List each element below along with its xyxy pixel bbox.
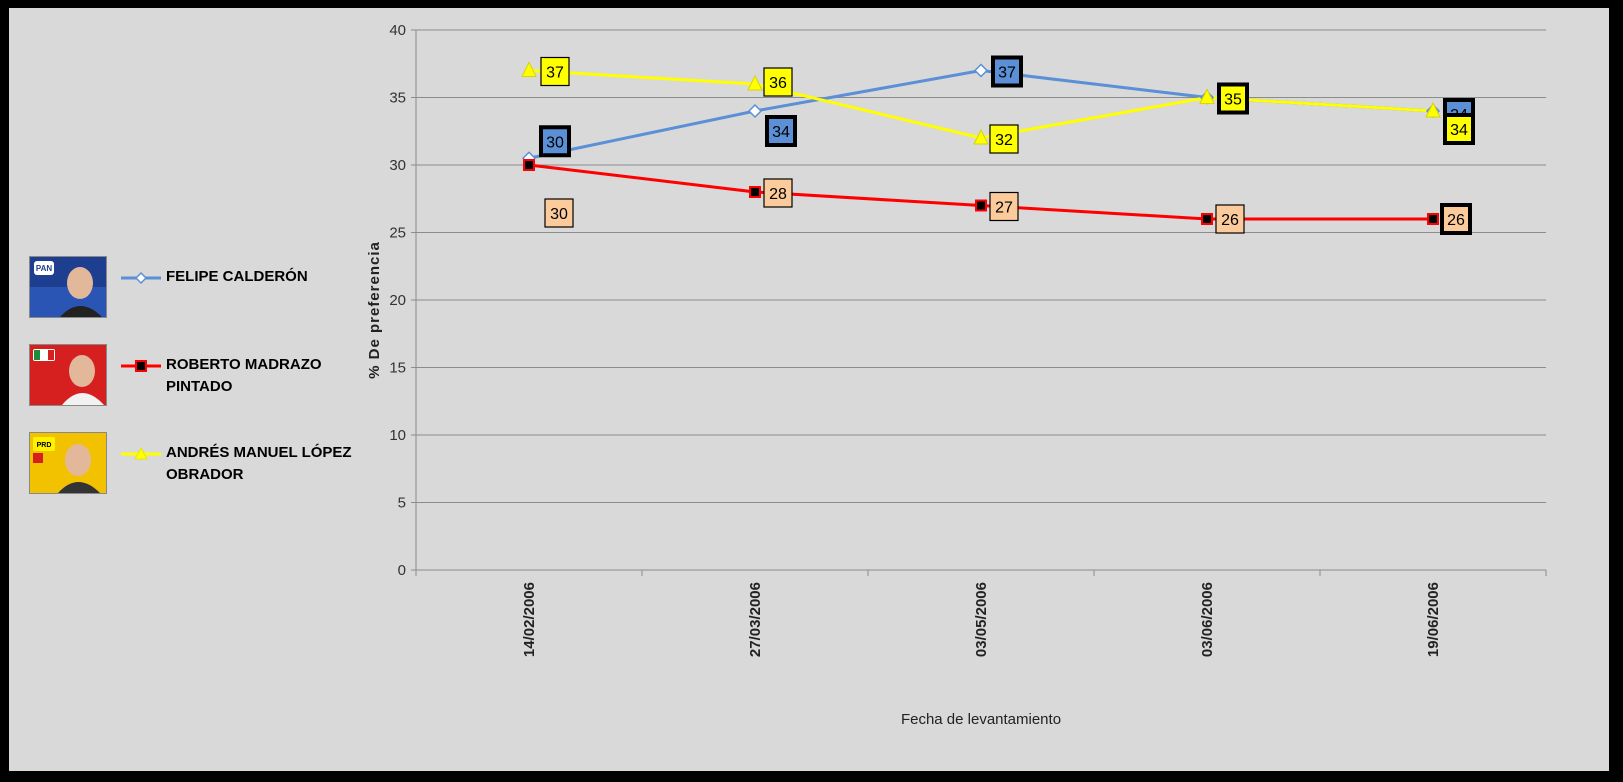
candidate-photo-pan-icon: PAN (30, 257, 106, 317)
y-tick-label: 20 (389, 292, 406, 309)
candidate-photo-pan: PAN (29, 256, 107, 318)
marker-square (749, 186, 761, 198)
data-label-box (989, 191, 1019, 222)
data-label-box (539, 125, 571, 158)
data-label-box (1440, 203, 1472, 235)
y-tick-label: 5 (398, 495, 406, 512)
data-label: 30 (550, 206, 568, 223)
data-label-box (544, 198, 574, 228)
legend-label-calderon: FELIPE CALDERÓN (166, 268, 308, 285)
series-line-0 (528, 69, 1434, 160)
marker-square (1201, 213, 1213, 225)
data-label: 37 (998, 65, 1016, 82)
data-label-box (763, 67, 793, 97)
x-tick-label: 03/06/2006 (1199, 582, 1216, 657)
marker-diamond (747, 103, 763, 119)
y-tick-label: 30 (389, 157, 406, 174)
y-tick-label: 15 (389, 360, 406, 377)
data-label: 32 (995, 132, 1013, 149)
data-label: 34 (1450, 122, 1468, 139)
marker-triangle (521, 61, 537, 77)
marker-diamond (973, 63, 989, 78)
marker-square (523, 159, 535, 171)
x-tick-label: 19/06/2006 (1425, 582, 1442, 657)
data-label: 26 (1447, 212, 1465, 229)
data-label: 28 (769, 186, 787, 203)
data-label-box (1215, 204, 1245, 234)
marker-triangle (747, 74, 763, 91)
y-axis-title: % De preferencia (366, 241, 383, 379)
y-tick-label: 10 (389, 427, 406, 444)
data-label: 35 (1224, 92, 1242, 109)
line-chart: 0 5 10 15 20 25 30 35 40 14/02/2006 27/03/2006 03/0… (366, 22, 1547, 728)
data-label-box (763, 178, 793, 208)
candidate-photo-pri (29, 344, 107, 406)
marker-triangle (1425, 101, 1441, 118)
data-label: 37 (546, 65, 564, 82)
data-label-box (540, 56, 570, 87)
marker-triangle (973, 128, 989, 145)
y-tick-label: 35 (389, 90, 406, 107)
pan-badge: PAN (36, 264, 53, 273)
y-tick-label: 25 (389, 225, 406, 242)
data-label: 30 (546, 134, 564, 151)
legend-swatch-madrazo (121, 360, 161, 372)
prd-badge: PRD (37, 442, 52, 449)
x-tick-label: 14/02/2006 (521, 582, 538, 657)
x-tick-label: 27/03/2006 (747, 582, 764, 657)
y-tick-label: 40 (389, 22, 406, 39)
data-label-box (991, 55, 1023, 88)
candidate-photo-pri-icon (30, 345, 106, 405)
data-label: 27 (995, 200, 1013, 217)
legend-label-madrazo: ROBERTO MADRAZO PINTADO (166, 356, 322, 395)
data-label-box (1443, 113, 1475, 145)
x-tick-label: 03/05/2006 (973, 582, 990, 657)
marker-square (1427, 213, 1439, 225)
data-label-box (989, 124, 1019, 154)
data-label-box (1217, 82, 1249, 115)
series-line-2 (528, 69, 1434, 140)
legend-swatch-calderon (121, 271, 161, 285)
data-label: 26 (1221, 212, 1239, 229)
legend-swatch-lopez-obrador (121, 446, 161, 460)
legend-label-lopez-obrador: ANDRÉS MANUEL LÓPEZ OBRADOR (166, 444, 352, 483)
data-label-box (765, 115, 797, 147)
candidate-photo-prd: PRD (29, 432, 107, 494)
data-label: 36 (769, 75, 787, 92)
marker-square (975, 199, 987, 212)
marker-triangle (1199, 88, 1215, 104)
data-label: 34 (772, 124, 790, 141)
chart-frame: 0 5 10 15 20 25 30 35 40 14/02/2006 27/03/2006 03/0… (9, 8, 1609, 771)
y-tick-label: 0 (398, 562, 406, 579)
x-axis-title: Fecha de levantamiento (901, 711, 1061, 728)
candidate-photo-prd-icon: PRD (30, 433, 106, 493)
